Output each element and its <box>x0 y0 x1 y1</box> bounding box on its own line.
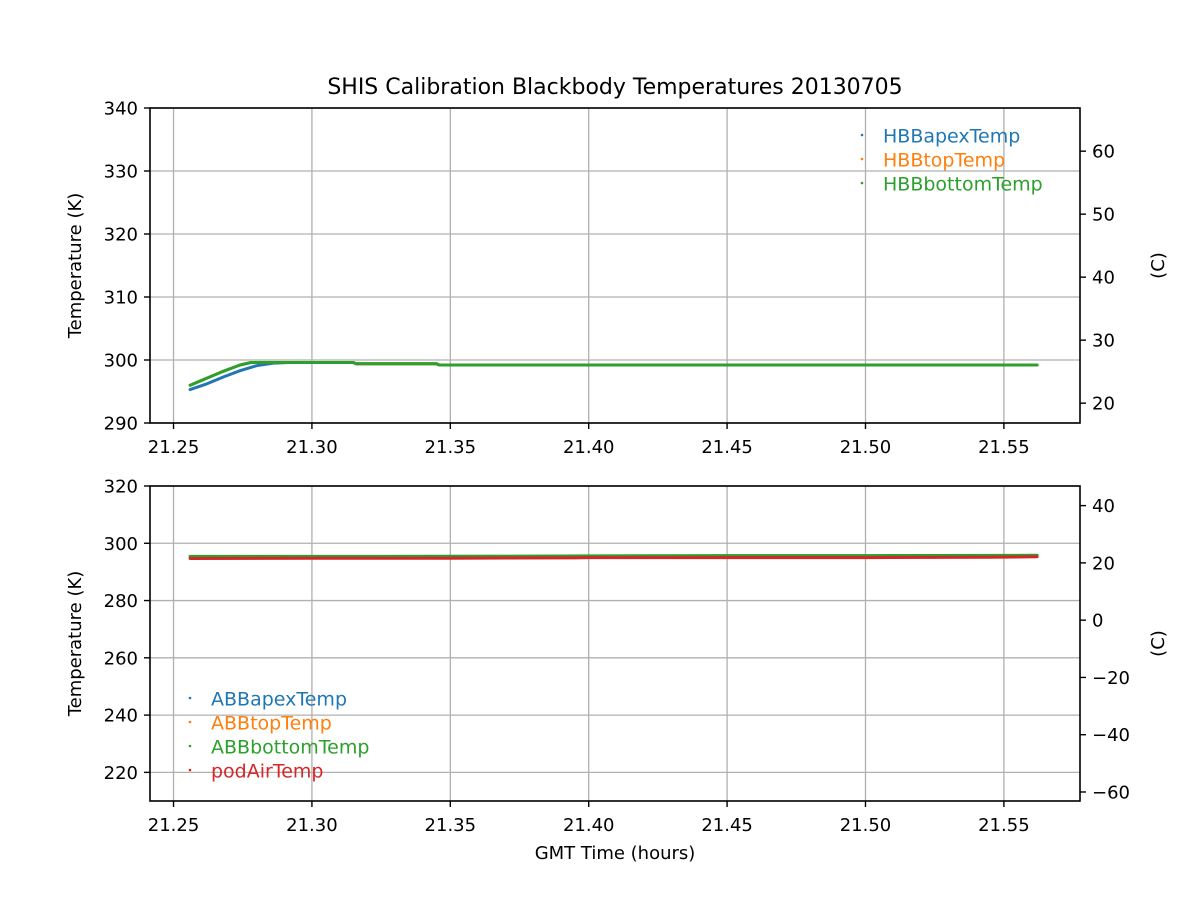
y-right-tick-label: 30 <box>1092 331 1115 352</box>
x-tick-label: 21.45 <box>701 437 753 458</box>
x-tick-label: 21.35 <box>425 815 477 836</box>
plot-frame <box>149 485 1081 802</box>
legend-marker <box>860 181 864 185</box>
series-line-podAirTemp <box>188 555 1039 560</box>
y-tick-label: 260 <box>104 648 138 669</box>
legend-entry: HBBtopTemp <box>883 150 1005 172</box>
chart-title: SHIS Calibration Blackbody Temperatures … <box>327 75 902 100</box>
legend-marker <box>188 720 192 724</box>
x-tick-label: 21.55 <box>978 815 1030 836</box>
y-right-tick-label: 20 <box>1092 553 1115 574</box>
legend-marker <box>188 744 192 748</box>
y-tick-label: 330 <box>104 162 138 183</box>
plot-frame <box>149 107 1081 424</box>
x-tick-label: 21.30 <box>286 815 338 836</box>
x-axis-label: GMT Time (hours) <box>535 843 696 864</box>
y-right-tick-label: 40 <box>1092 268 1115 289</box>
x-tick-label: 21.30 <box>286 437 338 458</box>
legend-marker <box>188 768 192 772</box>
y-axis-label: Temperature (K) <box>65 571 86 718</box>
legend-entry: ABBapexTemp <box>211 689 347 711</box>
y-axis-label: Temperature (K) <box>65 193 86 340</box>
x-tick-label: 21.25 <box>148 437 200 458</box>
y-tick-label: 340 <box>104 99 138 120</box>
x-tick-label: 21.35 <box>425 437 477 458</box>
legend-entry: podAirTemp <box>211 761 323 783</box>
y-right-tick-label: −40 <box>1092 725 1130 746</box>
y-right-tick-label: −60 <box>1092 782 1130 803</box>
y-right-tick-label: 40 <box>1092 496 1115 517</box>
series-line-ABBbottomTemp <box>188 553 1039 558</box>
x-tick-label: 21.40 <box>563 815 615 836</box>
y-tick-label: 320 <box>104 477 138 498</box>
y-tick-label: 220 <box>104 763 138 784</box>
chart-panel-1: 21.25 21.30 21.35 21.40 21.45 21.50 21.55 290 30… <box>65 75 1169 458</box>
legend-entry: ABBtopTemp <box>211 713 332 735</box>
y-right-tick-label: 20 <box>1092 394 1115 415</box>
x-tick-label: 21.25 <box>148 815 200 836</box>
x-tick-label: 21.50 <box>840 815 892 836</box>
y-tick-label: 320 <box>104 225 138 246</box>
legend-entry: ABBbottomTemp <box>211 737 369 759</box>
y-tick-label: 290 <box>104 414 138 435</box>
series-line-HBBbottomTemp <box>188 361 1039 387</box>
y-tick-label: 280 <box>104 591 138 612</box>
legend-entry: HBBapexTemp <box>883 126 1020 148</box>
y-right-tick-label: −20 <box>1092 668 1130 689</box>
x-tick-label: 21.45 <box>701 815 753 836</box>
legend-entry: HBBbottomTemp <box>883 174 1043 196</box>
y-right-axis-label: (C) <box>1148 252 1169 279</box>
x-tick-label: 21.50 <box>840 437 892 458</box>
y-right-tick-label: 60 <box>1092 142 1115 163</box>
y-tick-label: 300 <box>104 534 138 555</box>
y-tick-label: 300 <box>104 351 138 372</box>
y-right-tick-label: 50 <box>1092 205 1115 226</box>
x-tick-label: 21.55 <box>978 437 1030 458</box>
legend-marker <box>860 157 864 161</box>
x-tick-label: 21.40 <box>563 437 615 458</box>
y-tick-label: 310 <box>104 288 138 309</box>
y-tick-label: 240 <box>104 706 138 727</box>
y-right-axis-label: (C) <box>1148 630 1169 657</box>
legend-marker <box>860 133 864 137</box>
y-right-tick-label: 0 <box>1092 611 1103 632</box>
legend-marker <box>188 696 192 700</box>
legend: ABBapexTempABBtopTempABBbottomTemppodAir… <box>188 689 369 783</box>
chart-panel-2: 21.25 21.30 21.35 21.40 21.45 21.50 21.55 220 24… <box>65 477 1169 865</box>
